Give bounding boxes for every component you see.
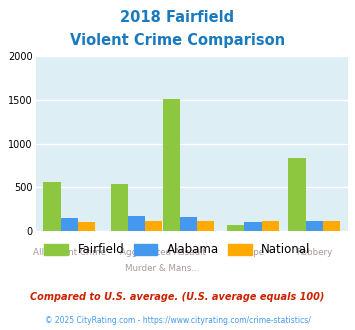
Bar [244, 222, 262, 231]
Bar [145, 221, 162, 231]
Bar [289, 158, 306, 231]
Text: © 2025 CityRating.com - https://www.cityrating.com/crime-statistics/: © 2025 CityRating.com - https://www.city… [45, 316, 310, 325]
Bar [111, 184, 128, 231]
Text: Murder & Mans...: Murder & Mans... [125, 264, 200, 273]
Bar [227, 225, 244, 231]
Bar [43, 182, 61, 231]
Text: Aggravated Assault: Aggravated Assault [120, 248, 206, 257]
Legend: Fairfield, Alabama, National: Fairfield, Alabama, National [41, 240, 314, 260]
Text: 2018 Fairfield: 2018 Fairfield [120, 10, 235, 25]
Bar [306, 221, 323, 231]
Bar [163, 99, 180, 231]
Bar [180, 216, 197, 231]
Text: Compared to U.S. average. (U.S. average equals 100): Compared to U.S. average. (U.S. average … [30, 292, 325, 302]
Text: All Violent Crime: All Violent Crime [33, 248, 106, 257]
Bar [197, 221, 214, 231]
Bar [128, 216, 145, 231]
Text: Violent Crime Comparison: Violent Crime Comparison [70, 33, 285, 48]
Text: Rape: Rape [242, 248, 264, 257]
Bar [323, 221, 340, 231]
Bar [78, 222, 95, 231]
Bar [61, 218, 78, 231]
Bar [262, 221, 279, 231]
Text: Robbery: Robbery [296, 248, 332, 257]
